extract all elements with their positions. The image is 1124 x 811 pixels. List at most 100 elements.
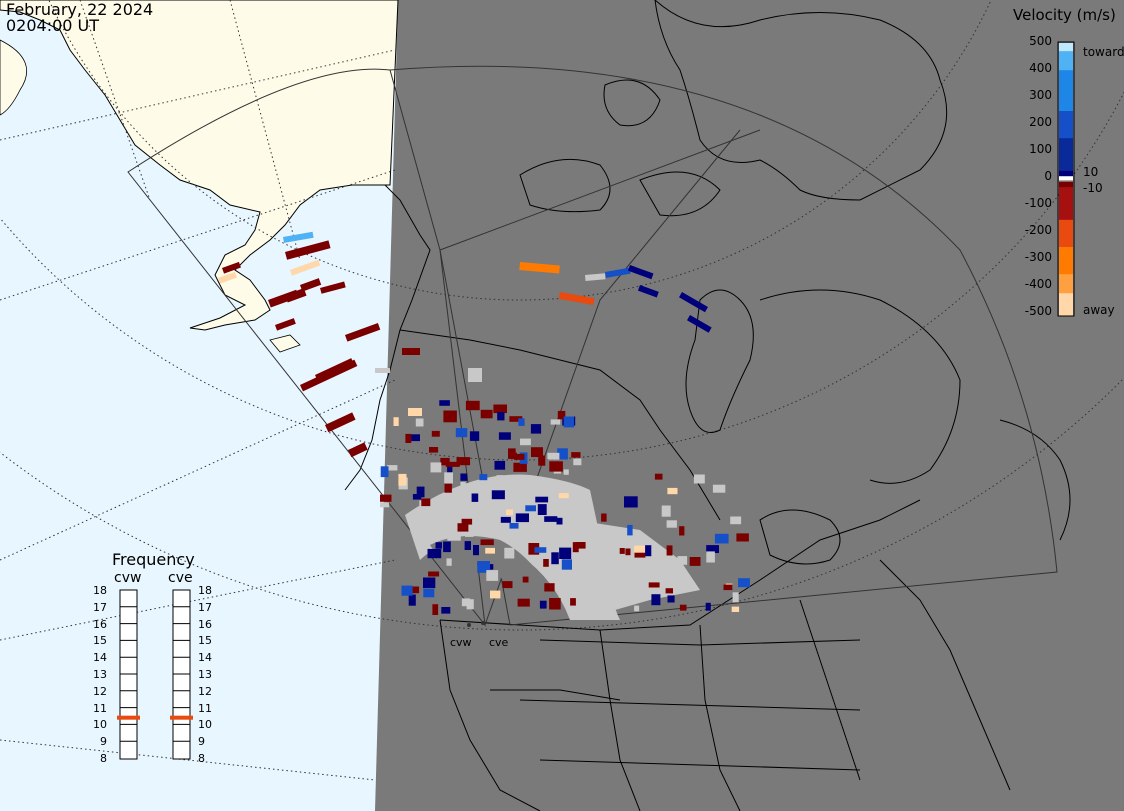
velocity-cell	[723, 584, 733, 591]
velocity-cell	[619, 548, 625, 554]
frequency-radar-cvw: cvw	[114, 570, 142, 586]
legend-toward-label: toward	[1083, 45, 1124, 59]
velocity-cell	[627, 265, 654, 280]
velocity-cell	[479, 474, 488, 481]
velocity-cell	[465, 526, 474, 537]
frequency-scale-label: 10	[93, 718, 107, 732]
velocity-cell	[667, 595, 675, 603]
frequency-scale-label: 12	[93, 684, 107, 698]
velocity-cell	[496, 475, 504, 483]
velocity-cell	[509, 452, 517, 459]
velocity-cell	[429, 447, 439, 453]
velocity-cell	[290, 259, 321, 276]
time-label: 0204:00 UT	[6, 16, 100, 35]
frequency-scale-label: 13	[198, 668, 212, 681]
velocity-cell	[535, 496, 549, 503]
velocity-cell	[498, 432, 511, 440]
velocity-cell	[679, 526, 685, 536]
velocity-cell	[485, 547, 495, 554]
velocity-cell	[446, 558, 452, 566]
frequency-scale-label: 16	[198, 617, 212, 631]
frequency-marker	[170, 715, 193, 720]
velocity-cell	[285, 240, 331, 260]
island-outline	[269, 334, 301, 353]
velocity-cell	[408, 408, 422, 416]
velocity-cell	[556, 517, 563, 525]
ground-scatter	[405, 474, 620, 620]
site-marker-cve	[481, 621, 485, 625]
velocity-cell	[300, 278, 322, 292]
velocity-cell	[738, 578, 750, 588]
frequency-scale-label: 12	[198, 684, 212, 698]
velocity-cell	[398, 473, 407, 486]
velocity-cell	[500, 516, 511, 523]
colorbar-segment	[1059, 170, 1073, 177]
velocity-cell	[637, 285, 659, 298]
velocity-cell	[473, 545, 479, 556]
frequency-scale-label: 18	[198, 584, 212, 597]
velocity-cell	[666, 545, 673, 556]
frequency-scale-label: 8	[100, 752, 107, 765]
velocity-cell	[561, 559, 572, 570]
velocity-cell	[654, 473, 663, 480]
lat-lon-grid	[0, 0, 1124, 781]
legend-tick: 300	[1029, 88, 1052, 102]
velocity-cell	[457, 523, 469, 532]
legend-tick: -500	[1024, 304, 1052, 318]
velocity-cell	[549, 598, 561, 610]
frequency-radar-cve: cve	[168, 570, 193, 586]
velocity-cell	[401, 585, 413, 596]
velocity-cell	[427, 548, 442, 559]
velocity-cell	[549, 461, 563, 472]
velocity-cell	[705, 602, 711, 611]
site-label-cvw: cvw	[450, 636, 472, 649]
velocity-cell	[539, 600, 547, 609]
velocity-cell	[408, 594, 416, 606]
velocity-cell	[687, 314, 712, 333]
velocity-cell	[465, 400, 480, 411]
velocity-cell	[445, 461, 460, 467]
velocity-cell	[477, 561, 490, 573]
velocity-cell	[222, 261, 241, 274]
velocity-cell	[531, 447, 543, 458]
velocity-cell	[625, 548, 631, 556]
velocity-cell	[543, 559, 549, 567]
velocity-cell	[348, 442, 368, 458]
velocity-cell	[730, 516, 742, 525]
velocity-cell	[480, 409, 493, 419]
velocity-cell	[497, 411, 505, 421]
velocity-cell	[530, 424, 542, 434]
velocity-colorbar	[1059, 43, 1073, 316]
velocity-cell	[573, 458, 582, 466]
velocity-cell	[544, 516, 558, 522]
velocity-cell	[460, 473, 468, 481]
legend-tick: -400	[1024, 277, 1052, 291]
velocity-cell	[375, 368, 390, 373]
velocity-cell	[563, 469, 569, 475]
velocity-cell	[432, 604, 439, 615]
velocity-cell	[315, 358, 354, 381]
velocity-cell	[558, 493, 569, 499]
velocity-cell	[525, 505, 536, 512]
velocity-cell	[706, 545, 719, 553]
colorbar-segment	[1059, 274, 1073, 294]
velocity-cell	[218, 271, 237, 284]
velocity-cell	[712, 484, 726, 493]
legend-title: Velocity (m/s)	[1013, 6, 1116, 24]
velocity-cell	[430, 462, 442, 473]
frequency-scale-label: 11	[198, 701, 212, 715]
colorbar-segment	[1059, 187, 1073, 221]
velocity-cell	[666, 520, 677, 528]
velocity-cell	[464, 541, 471, 550]
velocity-cell	[461, 598, 471, 607]
velocity-cell	[566, 587, 577, 595]
velocity-cell	[455, 428, 468, 438]
frequency-scale-label: 17	[93, 600, 107, 614]
legend-small-neg: -10	[1083, 181, 1103, 195]
velocity-cell	[447, 535, 461, 541]
velocity-cell	[447, 463, 453, 473]
velocity-cell	[557, 448, 568, 460]
velocity-cell	[506, 509, 513, 516]
velocity-cell	[509, 416, 523, 422]
